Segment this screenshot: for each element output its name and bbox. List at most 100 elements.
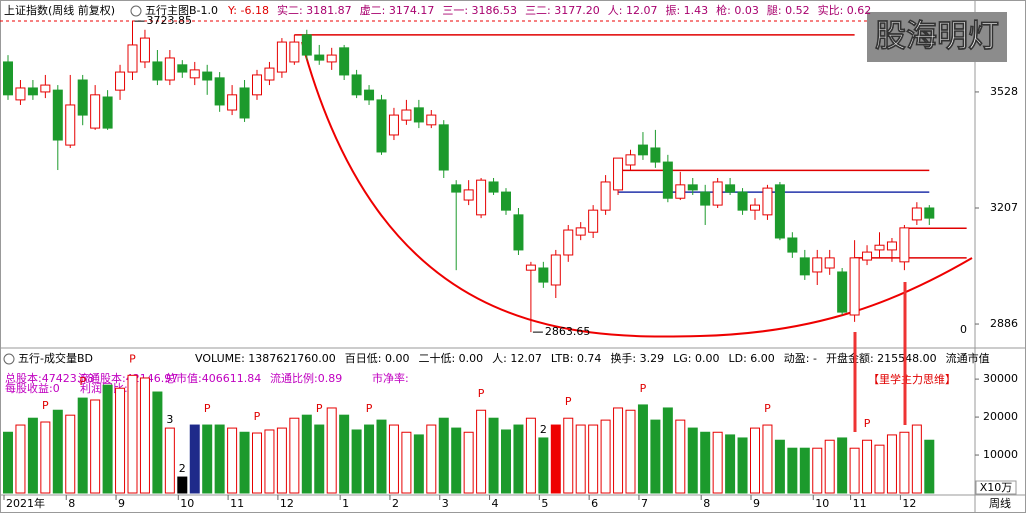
volume-bar <box>750 427 760 494</box>
candle-body <box>364 89 375 101</box>
finance-item: 市净率: <box>372 371 409 385</box>
volume-bar <box>301 414 312 494</box>
volume-bar <box>849 447 860 494</box>
candle-body <box>27 87 38 96</box>
volume-bar <box>737 437 748 494</box>
x-tick-label: 7 <box>641 497 648 510</box>
volume-bar <box>351 429 362 494</box>
candle-body <box>525 264 536 271</box>
y-tick-label: 2886 <box>990 317 1018 330</box>
volume-bar <box>637 404 648 494</box>
volume-stat: VOLUME: 1387621760.00 <box>195 352 336 365</box>
volume-stat: 动盈: - <box>784 352 817 365</box>
indicator-name: 五行主图B-1.0 <box>145 4 218 17</box>
extreme-label: 2863.65 <box>545 325 591 338</box>
volume-annotation: 2 <box>179 462 186 475</box>
period: 周线 <box>989 496 1011 510</box>
volume-bar <box>488 417 499 494</box>
volume-annotation: P <box>478 387 485 400</box>
volume-annotation: P <box>254 410 261 423</box>
volume-bar <box>874 444 885 494</box>
candle-body <box>911 207 922 221</box>
candle-body <box>849 257 860 316</box>
candle-body <box>476 179 487 216</box>
volume-bar <box>687 427 698 494</box>
candle-body <box>351 74 362 96</box>
header-stat: 三二: 3177.20 <box>525 4 600 17</box>
volume-stat: 流通市值 <box>946 351 990 365</box>
x-tick-label: 9 <box>753 497 760 510</box>
volume-bar <box>202 424 213 494</box>
candle-body <box>700 191 711 206</box>
candle-body <box>774 184 785 239</box>
candle-body <box>675 184 686 199</box>
volume-bar <box>3 431 13 494</box>
volume-annotation: P <box>129 352 136 365</box>
candle-body <box>90 94 101 129</box>
candle-body <box>15 87 26 101</box>
candle-body <box>588 209 599 233</box>
y-tick-label: 3528 <box>990 85 1018 98</box>
volume-bar <box>476 409 487 494</box>
finance-item: 总股本:47423.58 <box>5 371 94 385</box>
volume-bar <box>501 429 511 494</box>
x-tick-label: 11 <box>853 497 867 510</box>
volume-stat: 二十低: 0.00 <box>418 351 483 365</box>
volume-bar <box>15 424 26 494</box>
candle-body <box>115 71 126 91</box>
volume-bar <box>550 424 561 494</box>
volume-bar <box>862 439 873 494</box>
volume-bar <box>364 424 375 494</box>
indicator-label: 0 <box>960 323 967 336</box>
candle-body <box>563 229 574 256</box>
volume-bar <box>451 427 462 494</box>
volume-bar <box>376 419 387 494</box>
candle-body <box>189 69 200 79</box>
candle-body <box>613 157 624 191</box>
x-tick-label: 1 <box>342 497 349 510</box>
finance-item: 每股收益:0 <box>5 381 60 395</box>
candle-body <box>750 204 760 211</box>
x-tick-label: 4 <box>492 497 499 510</box>
candle-body <box>737 191 748 211</box>
volume-bar <box>339 414 350 494</box>
candle-body <box>886 241 897 251</box>
volume-annotation: P <box>42 399 49 412</box>
volume-bar <box>326 407 337 494</box>
volume-stat: 百日低: 0.00 <box>345 352 410 365</box>
candle-body <box>501 191 511 211</box>
volume-bar <box>650 419 661 494</box>
volume-bar <box>102 384 113 494</box>
volume-annotation: P <box>316 402 323 415</box>
volume-bar <box>289 417 300 494</box>
icon <box>130 5 142 17</box>
candle-body <box>401 109 412 121</box>
x-tick-label: 2021年 <box>6 496 45 510</box>
x-tick-label: 11 <box>230 497 244 510</box>
candle-body <box>127 44 138 73</box>
volume-bar <box>725 434 736 494</box>
volume-bar <box>40 421 51 494</box>
volume-bar <box>600 419 611 494</box>
candle-body <box>177 64 188 73</box>
candle-body <box>438 124 449 171</box>
volume-bar <box>401 431 412 494</box>
header-stat: 腿: 0.52 <box>767 4 810 17</box>
volume-bar <box>27 417 38 494</box>
volume-bar <box>538 437 549 494</box>
candle-body <box>924 207 935 219</box>
candle-body <box>637 144 648 156</box>
candle-body <box>687 184 698 191</box>
candle-body <box>463 189 474 201</box>
volume-bar <box>774 439 785 494</box>
candle-body <box>65 104 76 146</box>
volume-bar <box>127 374 138 494</box>
header-stat: 虚二: 3174.17 <box>360 4 435 17</box>
header-stat: Y: -6.18 <box>227 4 269 17</box>
candle-body <box>538 267 549 283</box>
watermark-box <box>867 12 1007 62</box>
volume-bar <box>152 391 163 494</box>
watermark: 股海明灯 <box>875 19 999 55</box>
candle-body <box>202 71 213 81</box>
